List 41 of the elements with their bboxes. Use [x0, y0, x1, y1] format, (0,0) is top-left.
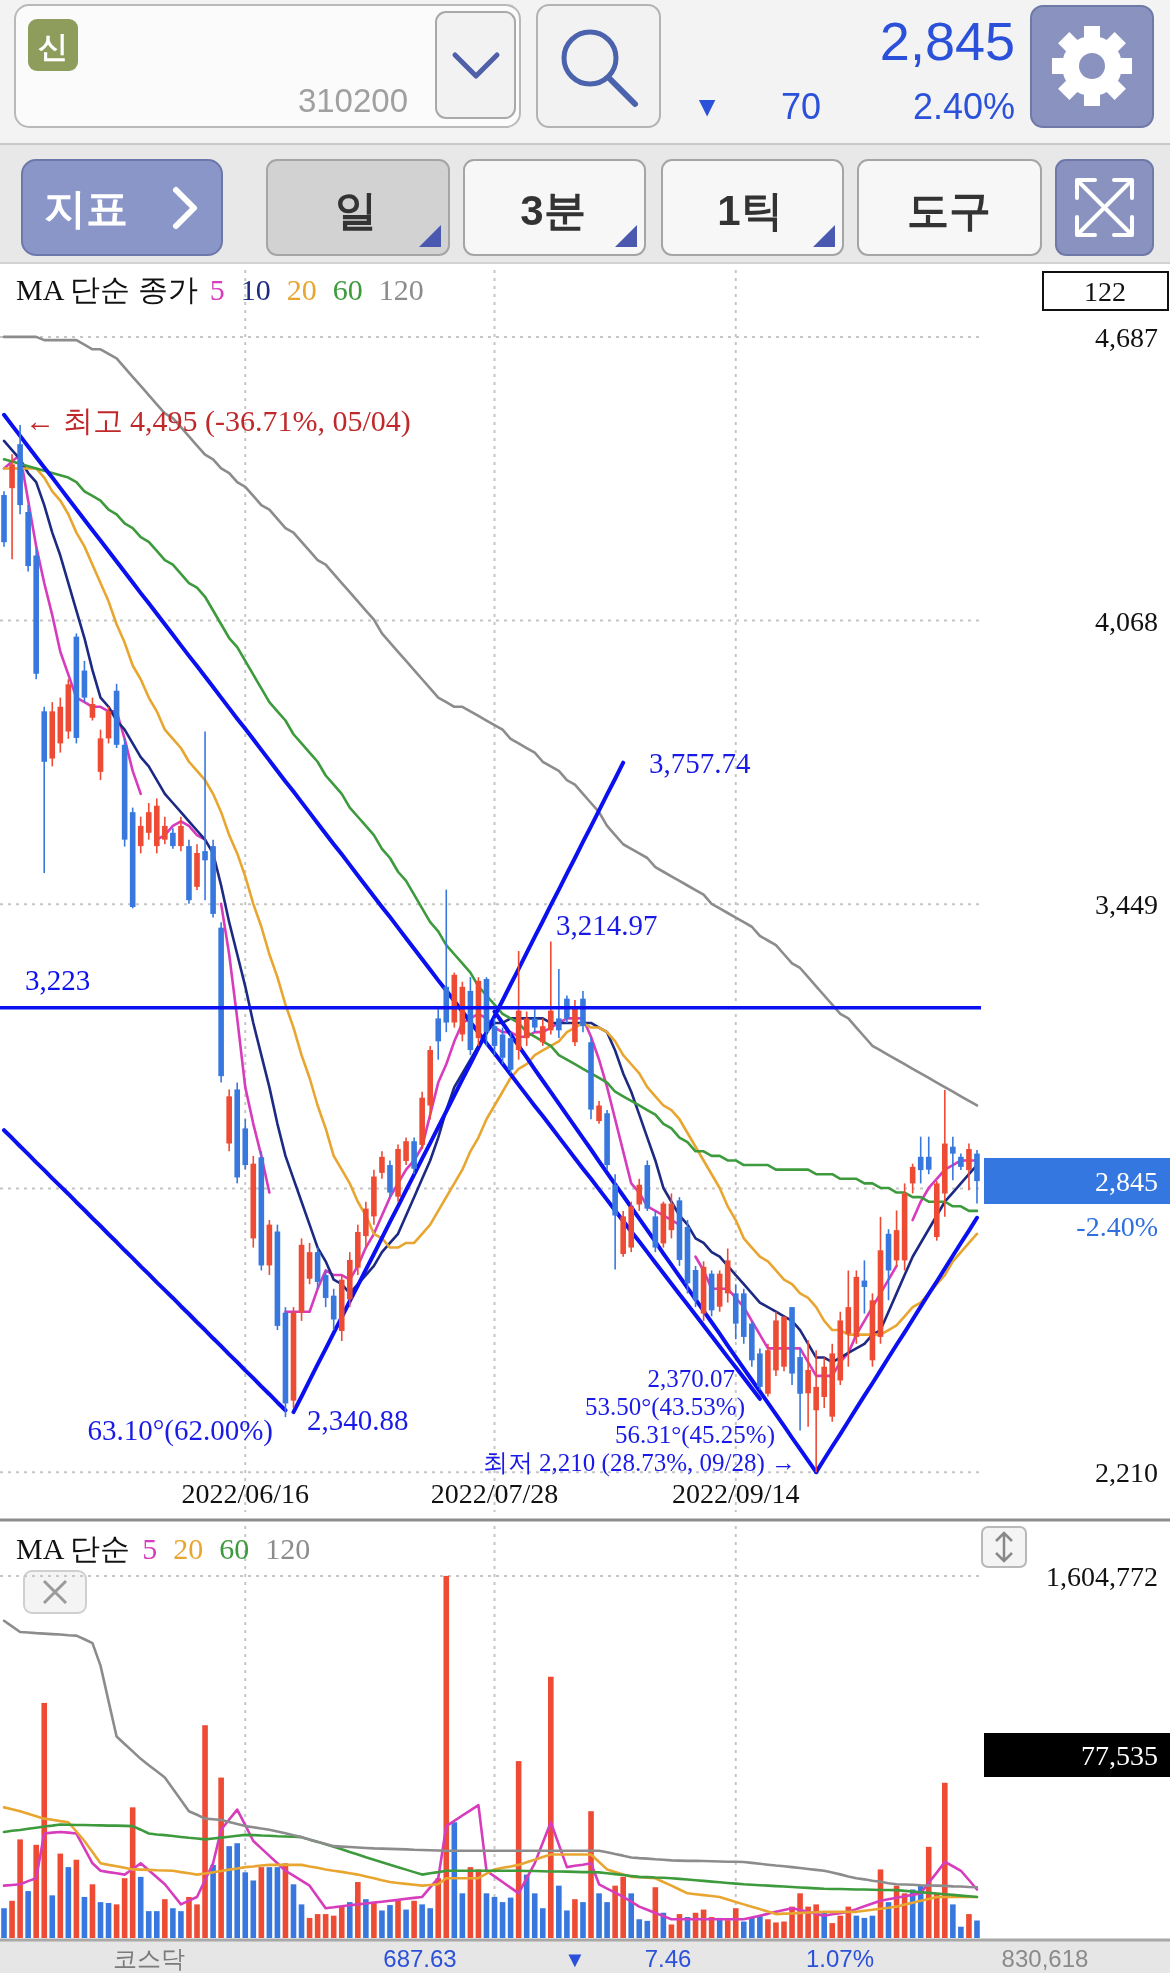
annotation: ← 최고 4,495 (-36.71%, 05/04)	[25, 404, 411, 438]
text: 2,845	[879, 11, 1015, 71]
text: 2,845	[1095, 1166, 1158, 1197]
text: 1.07%	[805, 1945, 875, 1972]
text: 2.40%	[912, 86, 1015, 127]
y-tick-label: 3,449	[1095, 889, 1158, 921]
annotation: 3,214.97	[556, 909, 658, 941]
annotation: 3,757.74	[649, 747, 751, 779]
x-tick-label: 2022/07/28	[430, 1478, 559, 1509]
y-tick-label: 4,068	[1095, 605, 1158, 637]
annotation: 56.31°(45.25%)	[615, 1421, 775, 1449]
text: 77,535	[1081, 1740, 1158, 1771]
y-tick-label: 2,210	[1095, 1457, 1158, 1489]
text: 신	[38, 30, 68, 63]
ref-line-label: 3,223	[25, 963, 91, 996]
text: 310200	[297, 82, 408, 119]
text: 1틱	[717, 187, 783, 234]
x-tick-label: 2022/06/16	[181, 1478, 310, 1509]
y-tick-label: 1,604,772	[1046, 1560, 1158, 1592]
text: 70	[780, 86, 821, 127]
text: 코스닥	[113, 1945, 185, 1972]
x-tick-label: 2022/09/14	[671, 1478, 800, 1509]
text: 지표	[44, 185, 128, 232]
text: -2.40%	[1076, 1211, 1158, 1242]
text: ▼	[693, 91, 721, 122]
text: 도구	[907, 187, 991, 234]
legend: MA 단순 5 20 60 120	[16, 1532, 311, 1565]
annotation: 2,370.07	[647, 1365, 735, 1392]
text: 122	[1084, 276, 1126, 307]
text: 830,618	[1001, 1945, 1089, 1972]
text: ▼	[564, 1947, 586, 1972]
annotation: 최저 2,210 (28.73%, 09/28) →	[482, 1449, 796, 1477]
annotation: 53.50°(43.53%)	[585, 1393, 745, 1421]
text: 687.63	[383, 1945, 457, 1972]
annotation: 2,340.88	[307, 1404, 409, 1436]
y-tick-label: 4,687	[1095, 321, 1158, 353]
text: 일	[335, 187, 377, 234]
text: 3분	[520, 187, 586, 234]
annotation: 63.10°(62.00%)	[87, 1414, 273, 1447]
text: 7.46	[644, 1945, 692, 1972]
legend: MA 단순 종가 5 10 20 60 120	[16, 273, 424, 306]
